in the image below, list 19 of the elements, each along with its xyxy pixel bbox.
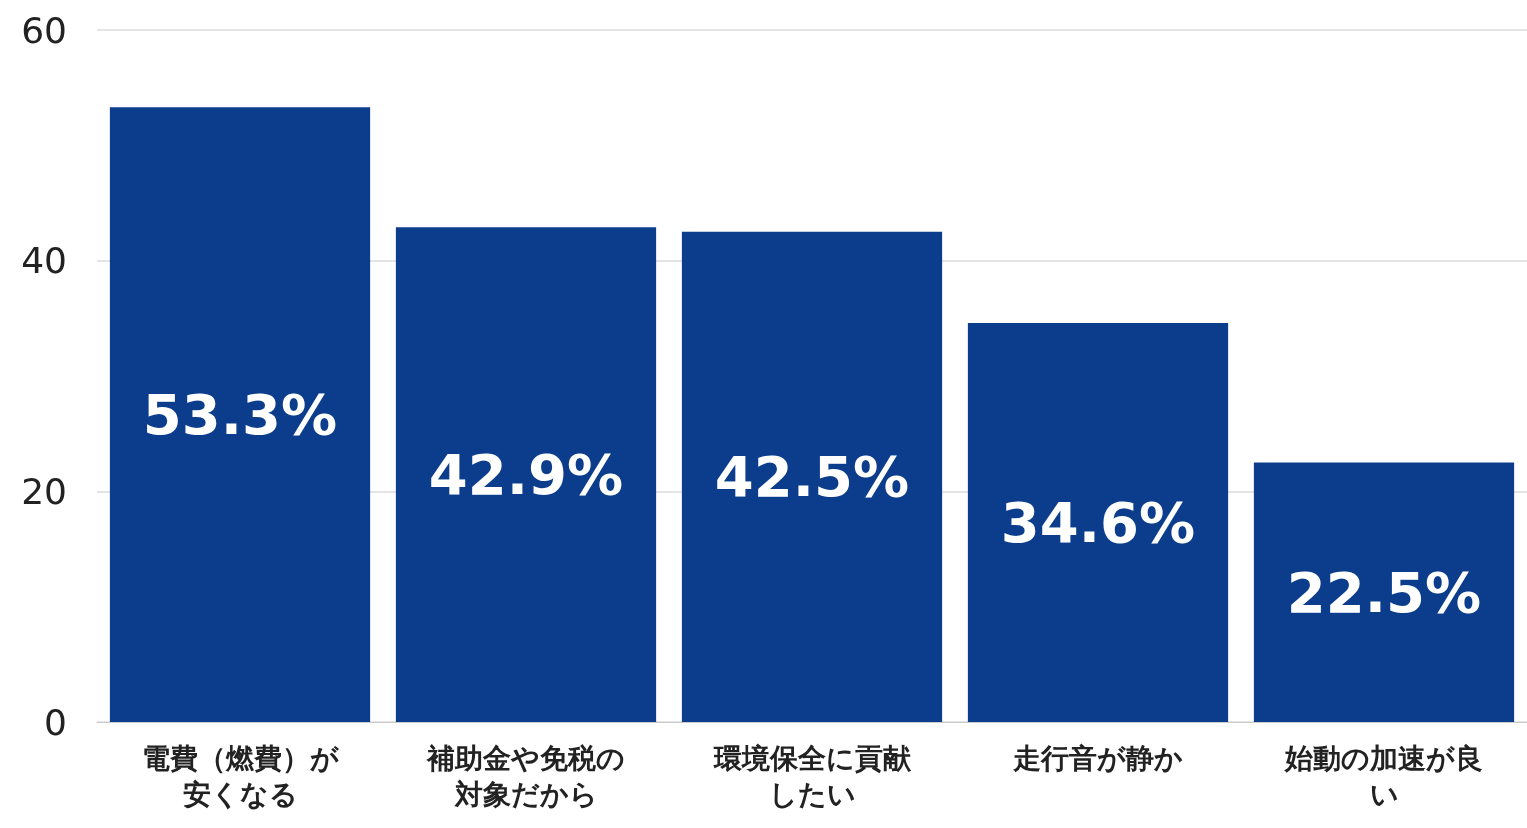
x-tick-label: 走行音が静か (1012, 741, 1183, 775)
x-tick-label: 電費（燃費）が安くなる (141, 741, 340, 811)
data-label: 42.5% (714, 444, 910, 510)
bar (395, 227, 657, 722)
x-tick-label: 始動の加速が良い (1284, 741, 1483, 811)
y-tick-label: 60 (21, 9, 67, 51)
data-label: 42.9% (428, 442, 624, 508)
bar (109, 107, 371, 722)
x-tick-label: 補助金や免税の対象だから (426, 741, 625, 811)
bar (967, 322, 1229, 722)
bar (1253, 462, 1515, 722)
data-label: 53.3% (142, 382, 338, 448)
bar (681, 231, 943, 722)
y-tick-label: 0 (44, 701, 67, 743)
data-label: 34.6% (1000, 489, 1196, 555)
y-tick-label: 40 (21, 240, 67, 282)
x-tick-label: 環境保全に貢献したい (712, 741, 912, 811)
data-label: 22.5% (1286, 559, 1482, 625)
y-tick-label: 20 (21, 470, 67, 512)
